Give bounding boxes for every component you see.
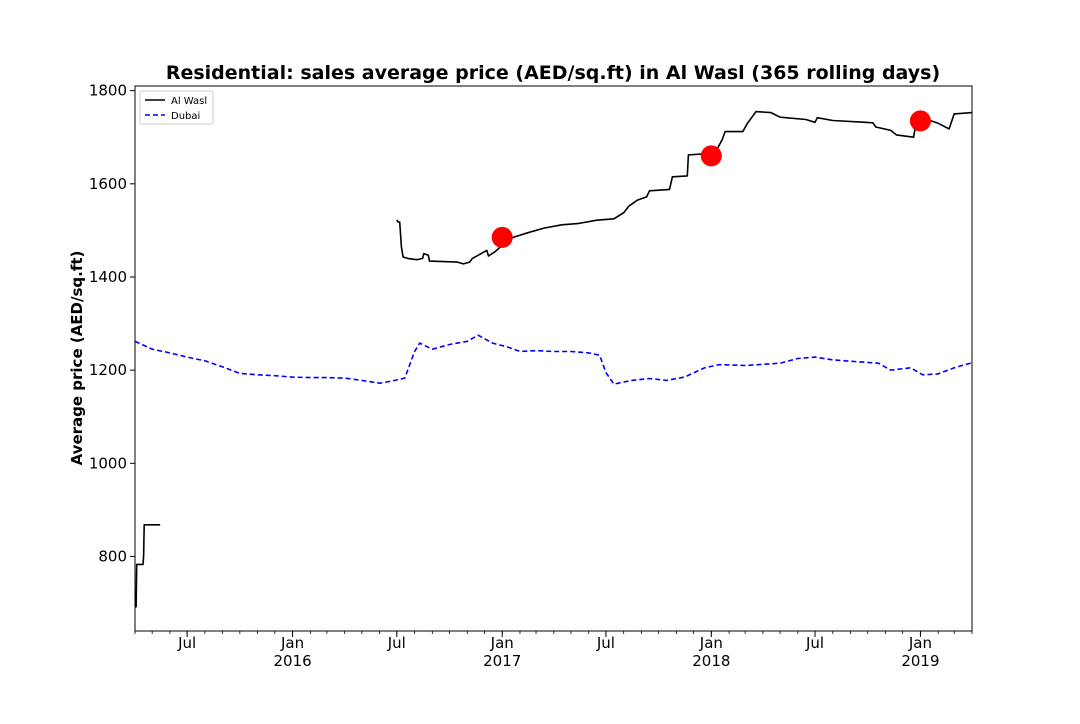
highlight-marker-1: [491, 226, 513, 248]
y-tick-label: 1400: [89, 268, 127, 286]
x-tick-year-label: 2019: [901, 652, 939, 670]
highlight-marker-2: [700, 145, 722, 167]
y-tick-label: 1200: [89, 361, 127, 379]
series-line-al-wasl-segment-2: [396, 110, 973, 265]
x-tick-year-label: 2018: [692, 652, 730, 670]
series-line-al-wasl-segment-1: [135, 524, 161, 608]
y-axis-label: Average price (AED/sq.ft): [68, 251, 86, 466]
legend-label-al-wasl: Al Wasl: [171, 96, 207, 107]
series-line-dubai: [134, 334, 973, 385]
x-tick-label: Jan: [280, 634, 304, 652]
x-tick-label: Jul: [387, 634, 406, 652]
chart-title: Residential: sales average price (AED/sq…: [166, 62, 940, 84]
x-tick-year-label: 2016: [273, 652, 311, 670]
y-tick-label: 1000: [89, 454, 127, 472]
highlight-marker-3: [909, 110, 931, 132]
x-tick-label: Jan: [908, 634, 932, 652]
plot-area: [134, 110, 973, 608]
y-tick-label: 800: [98, 547, 127, 565]
x-tick-label: Jan: [490, 634, 514, 652]
y-tick-label: 1800: [89, 82, 127, 100]
plot-frame: [134, 85, 973, 632]
y-tick-label: 1600: [89, 175, 127, 193]
x-tick-label: Jul: [177, 634, 196, 652]
x-tick-label: Jul: [596, 634, 615, 652]
legend: Al Wasl Dubai: [139, 90, 214, 125]
x-tick-year-label: 2017: [483, 652, 521, 670]
x-tick-label: Jan: [699, 634, 723, 652]
x-tick-label: Jul: [805, 634, 824, 652]
legend-label-dubai: Dubai: [171, 111, 200, 122]
